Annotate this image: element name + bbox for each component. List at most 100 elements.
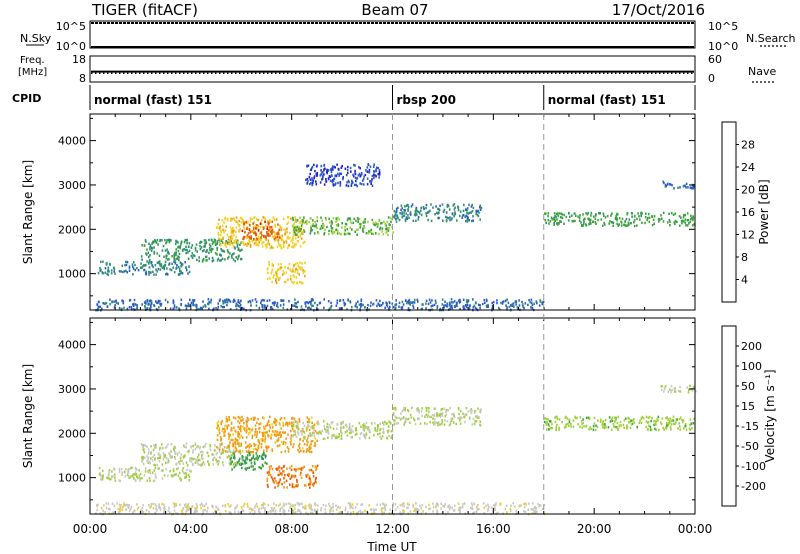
echo-cell — [616, 222, 618, 225]
echo-cell — [348, 428, 351, 431]
echo-cell — [364, 509, 366, 513]
echo-cell — [193, 457, 196, 460]
echo-cell — [354, 164, 356, 167]
echo-cell — [373, 176, 375, 180]
echo-cell — [293, 468, 296, 471]
echo-cell — [346, 430, 348, 433]
echo-cell — [235, 256, 237, 259]
echo-cell — [252, 454, 255, 457]
echo-cell — [226, 425, 228, 428]
echo-cell — [109, 478, 111, 481]
echo-cell — [224, 505, 227, 508]
echo-cell — [359, 174, 362, 177]
echo-cell — [218, 431, 221, 435]
echo-cell — [230, 228, 233, 231]
echo-cell — [313, 175, 316, 178]
echo-cell — [208, 251, 210, 255]
echo-cell — [315, 165, 318, 168]
echo-cell — [592, 424, 595, 428]
echo-cell — [312, 471, 315, 475]
echo-cell — [469, 409, 472, 412]
echo-cell — [457, 208, 460, 212]
echo-cell — [218, 299, 221, 303]
echo-cell — [307, 473, 309, 476]
echo-cell — [273, 218, 276, 221]
echo-cell — [221, 451, 224, 455]
echo-cell — [181, 509, 183, 512]
echo-cell — [244, 467, 247, 470]
echo-cell — [685, 224, 687, 227]
echo-cell — [278, 422, 281, 425]
echo-cell — [125, 503, 128, 507]
echo-cell — [325, 218, 327, 221]
echo-cell — [281, 273, 284, 276]
echo-cell — [296, 219, 299, 222]
echo-cell — [463, 305, 465, 308]
echo-cell — [629, 420, 631, 424]
echo-cell — [266, 479, 269, 482]
echo-cell — [614, 425, 616, 429]
echo-cell — [402, 214, 405, 218]
echo-cell — [211, 256, 214, 260]
echo-cell — [140, 509, 142, 512]
echo-cell — [298, 509, 301, 513]
echo-cell — [276, 304, 278, 307]
echo-cell — [229, 455, 232, 458]
echo-cell — [351, 179, 353, 182]
echo-cell — [550, 216, 553, 219]
echo-cell — [243, 225, 245, 229]
echo-cell — [375, 232, 377, 235]
echo-cell — [222, 237, 224, 240]
echo-cell — [491, 307, 494, 310]
echo-cell — [175, 248, 177, 251]
echo-cell — [570, 425, 572, 428]
echo-cell — [356, 233, 358, 236]
echo-cell — [467, 410, 470, 413]
echo-cell — [669, 183, 672, 186]
echo-cell — [159, 238, 161, 242]
echo-cell — [266, 304, 269, 308]
echo-cell — [495, 502, 497, 505]
echo-cell — [449, 216, 451, 219]
echo-cell — [164, 249, 167, 252]
echo-cell — [275, 504, 278, 507]
echo-cell — [265, 447, 268, 450]
echo-cell — [389, 508, 391, 511]
echo-cell — [224, 229, 227, 232]
echo-cell — [310, 227, 312, 230]
echo-cell — [407, 417, 410, 420]
echo-cell — [121, 508, 124, 511]
echo-cell — [283, 464, 285, 468]
echo-cell — [309, 444, 311, 447]
echo-cell — [660, 422, 663, 426]
echo-cell — [502, 300, 504, 304]
echo-cell — [292, 304, 294, 307]
echo-cell — [602, 214, 605, 217]
echo-cell — [607, 426, 610, 429]
echo-cell — [415, 208, 417, 211]
echo-cell — [150, 445, 152, 448]
echo-cell — [296, 478, 298, 482]
echo-cell — [227, 251, 229, 254]
echo-cell — [191, 505, 193, 508]
echo-cell — [263, 432, 266, 436]
echo-cell — [126, 307, 129, 310]
echo-cell — [253, 461, 256, 464]
echo-cell — [191, 244, 194, 247]
echo-cell — [279, 276, 281, 280]
echo-cell — [646, 216, 649, 220]
echo-cell — [395, 207, 398, 210]
echo-cell — [330, 227, 333, 230]
echo-cell — [265, 236, 267, 239]
echo-cell — [165, 273, 167, 276]
echo-cell — [266, 227, 268, 230]
echo-cell — [161, 463, 164, 466]
echo-cell — [111, 470, 113, 473]
echo-cell — [680, 216, 682, 219]
echo-cell — [235, 302, 238, 305]
echo-cell — [476, 507, 479, 511]
echo-cell — [144, 239, 147, 242]
echo-cell — [292, 424, 295, 428]
echo-cell — [221, 429, 224, 433]
echo-cell — [239, 512, 242, 515]
